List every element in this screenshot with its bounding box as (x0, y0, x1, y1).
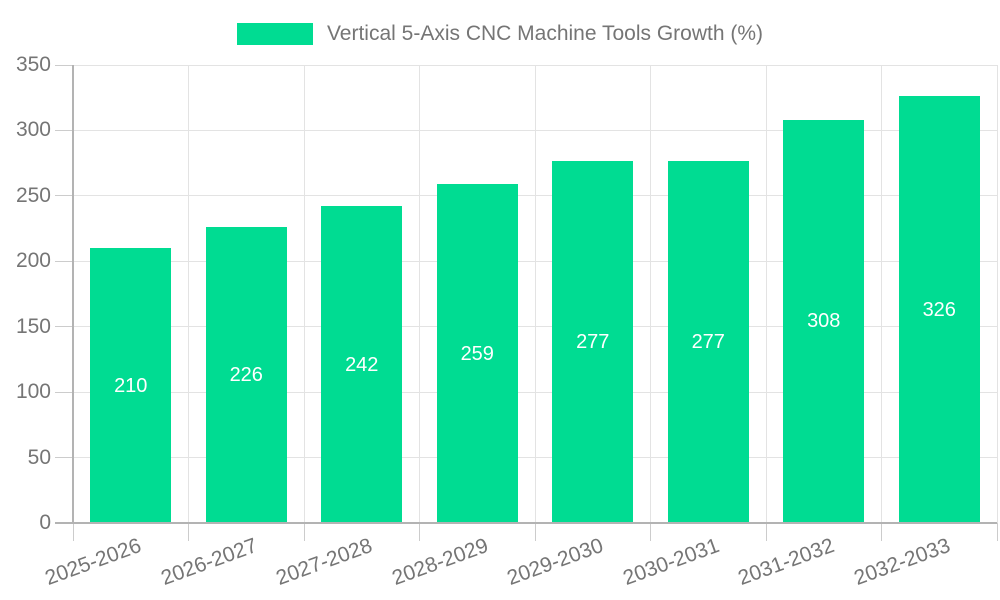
bar-value-label: 277 (691, 330, 725, 353)
x-tick-label: 2031-2032 (735, 534, 838, 590)
y-axis-tick (55, 457, 73, 459)
y-axis-tick (55, 326, 73, 328)
bar (552, 160, 634, 523)
y-tick-label: 250 (15, 183, 51, 207)
x-gridline (188, 65, 189, 523)
x-axis-tick (303, 523, 305, 541)
x-axis-tick (765, 523, 767, 541)
x-tick-label: 2028-2029 (388, 534, 492, 590)
bar (90, 248, 172, 523)
x-tick-label: 2027-2028 (273, 534, 376, 590)
y-tick-label: 150 (15, 314, 51, 338)
y-axis-line (72, 65, 74, 523)
bar (321, 206, 403, 523)
bar-value-label: 242 (345, 353, 379, 376)
bar-value-label: 308 (807, 310, 841, 333)
bar-value-label: 210 (114, 374, 148, 397)
x-axis-tick (650, 523, 651, 541)
y-tick-label: 100 (15, 380, 51, 404)
legend: Vertical 5-Axis CNC Machine Tools Growth… (0, 13, 1000, 55)
x-axis-tick (72, 523, 74, 541)
bar (436, 184, 518, 523)
y-axis-tick (55, 64, 73, 66)
x-gridline (881, 65, 882, 523)
bar (205, 227, 287, 523)
x-tick-label: 2030-2031 (619, 534, 723, 590)
x-tick-label: 2026-2027 (157, 534, 261, 590)
x-axis-tick (419, 523, 420, 541)
bar (783, 119, 865, 523)
bar-value-label: 326 (922, 298, 956, 321)
bar (667, 160, 749, 523)
y-tick-label: 0 (39, 511, 51, 534)
y-axis-tick (55, 391, 73, 393)
y-tick-label: 200 (15, 249, 51, 273)
x-tick-label: 2025-2026 (42, 534, 145, 590)
x-axis-tick (534, 523, 536, 541)
bar-value-label: 259 (460, 342, 494, 365)
x-gridline (765, 65, 767, 523)
x-axis-tick (996, 523, 998, 541)
bar-value-label: 226 (229, 364, 263, 387)
legend-label: Vertical 5-Axis CNC Machine Tools Growth… (326, 22, 764, 46)
x-gridline (996, 65, 998, 523)
y-axis-tick (55, 195, 73, 197)
x-tick-label: 2029-2030 (504, 534, 607, 590)
bar (898, 96, 980, 523)
x-gridline (419, 65, 420, 523)
x-gridline (534, 65, 536, 523)
y-tick-label: 50 (27, 445, 51, 469)
plot-area: 0 50 100 150 200 250 300 350 210 226 242 259 277 277 3… (16, 53, 998, 590)
x-axis-tick (881, 523, 882, 541)
y-axis-tick (55, 260, 73, 262)
legend-swatch (236, 23, 313, 45)
y-axis-tick (55, 129, 73, 131)
bar-value-label: 277 (576, 330, 610, 353)
x-axis-tick (188, 523, 189, 541)
x-axis-line (55, 522, 997, 524)
y-tick-label: 300 (15, 118, 51, 142)
y-tick-label: 350 (15, 53, 51, 76)
x-tick-label: 2032-2033 (850, 534, 954, 590)
x-gridline (303, 65, 305, 523)
x-gridline (650, 65, 651, 523)
